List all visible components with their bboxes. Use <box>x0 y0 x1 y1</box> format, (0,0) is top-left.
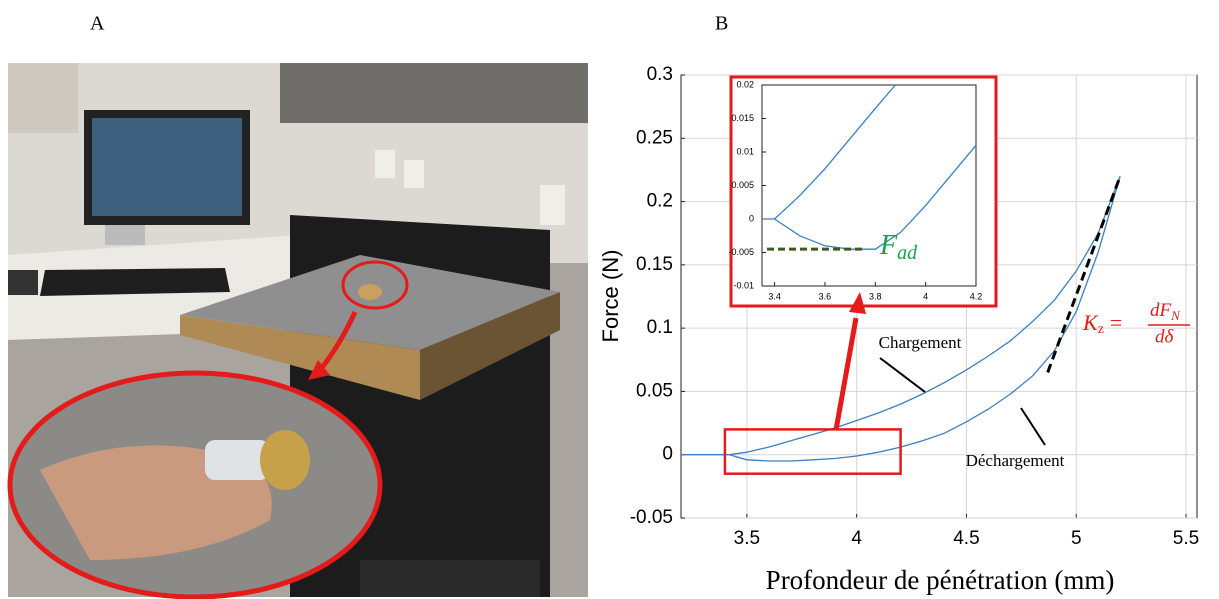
annotation-arrow <box>1020 407 1046 446</box>
x-tick-label: 4 <box>923 291 928 301</box>
y-tick-label: 0 <box>749 213 754 223</box>
formula-part: N <box>1170 308 1181 323</box>
formula-part: dδ <box>1155 326 1175 347</box>
y-tick-label: 0.3 <box>647 64 673 85</box>
y-tick-label: 0 <box>662 444 673 465</box>
y-tick-label: 0.02 <box>736 79 754 89</box>
x-tick-label: 5.5 <box>1173 528 1199 549</box>
y-tick-label: 0.25 <box>636 127 673 148</box>
annotation: Chargement <box>879 333 962 352</box>
formula-part: z <box>1098 322 1104 337</box>
formula: Kz = <box>1082 310 1122 337</box>
x-tick-label: 4.2 <box>970 291 983 301</box>
y-axis-label: Force (N) <box>598 250 623 343</box>
y-tick-label: 0.05 <box>636 380 673 401</box>
formula: dFN <box>1150 300 1181 323</box>
panel-label: B <box>715 13 728 35</box>
x-tick-label: 5 <box>1071 528 1082 549</box>
y-tick-label: 0.005 <box>731 180 754 190</box>
tangent-line <box>1046 175 1122 373</box>
y-tick-label: -0.005 <box>728 247 754 257</box>
panel-label: A <box>90 13 105 35</box>
curve <box>681 176 1121 456</box>
zoom-arrow <box>833 317 859 431</box>
label-part: F <box>879 230 898 261</box>
x-axis-label: Profondeur de pénétration (mm) <box>766 565 1115 595</box>
x-tick-label: 3.6 <box>819 291 832 301</box>
label-part: ad <box>897 242 918 264</box>
y-tick-label: -0.05 <box>630 507 673 528</box>
x-tick-label: 3.4 <box>768 291 781 301</box>
annotation-arrow <box>879 357 926 393</box>
y-tick-label: 0.2 <box>647 191 673 212</box>
zoom-arrow-head <box>849 292 866 314</box>
curve <box>774 144 977 250</box>
y-tick-label: 0.01 <box>736 146 754 156</box>
annotation: Déchargement <box>966 451 1065 470</box>
adhesion-label: Fad <box>879 230 918 263</box>
y-tick-label: 0.015 <box>731 113 754 123</box>
zoom-box <box>723 428 902 475</box>
y-tick-label: 0.1 <box>647 317 673 338</box>
y-tick-label: 0.15 <box>636 254 673 275</box>
formula-part: dF <box>1150 300 1172 321</box>
x-tick-label: 3.5 <box>734 528 760 549</box>
x-tick-label: 3.8 <box>869 291 882 301</box>
y-tick-label: -0.01 <box>733 280 754 290</box>
plot-area <box>761 84 977 287</box>
formula-part: = <box>1110 310 1122 335</box>
x-tick-label: 4.5 <box>953 528 979 549</box>
photo <box>7 63 588 599</box>
formula-part: K <box>1082 310 1099 335</box>
x-tick-label: 4 <box>851 528 862 549</box>
